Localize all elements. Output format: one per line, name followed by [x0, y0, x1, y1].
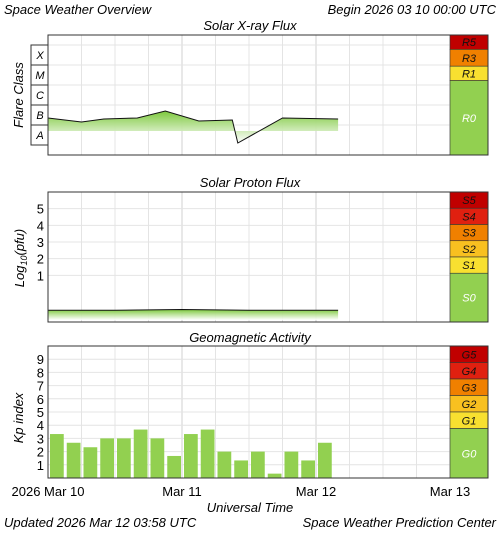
y-tick-label: 2	[37, 252, 44, 267]
updated-time: Updated 2026 Mar 12 03:58 UTC	[4, 515, 197, 530]
scale-level-label: R1	[462, 68, 476, 80]
x-axis-ticks: 2026 Mar 10 Mar 11 Mar 12 Mar 13	[12, 484, 471, 499]
y-tick-label: 7	[37, 379, 44, 394]
scale-level-label: G4	[462, 366, 477, 378]
kp-bar	[50, 434, 64, 478]
y-tick-label: 1	[37, 268, 44, 283]
kp-bar	[117, 438, 131, 478]
y-tick-label: 2	[37, 445, 44, 460]
x-tick-label: Mar 13	[430, 484, 470, 499]
scale-level-label: G3	[462, 382, 478, 394]
y-tick-label: 5	[37, 202, 44, 217]
flare-class-label: C	[36, 90, 44, 102]
flare-class-label: B	[36, 110, 43, 122]
y-tick-label: 3	[37, 235, 44, 250]
proton-ylabel: Log10(pfu)	[12, 229, 29, 287]
kp-bar	[301, 460, 315, 478]
plot-border	[47, 345, 489, 479]
kp-bar	[133, 429, 148, 478]
kp-bar	[251, 451, 265, 478]
scale-level-box	[449, 80, 489, 156]
proton-panel: 12 3 45 S5 S4 S3 S2 S1 S0	[37, 191, 489, 323]
kp-bar	[200, 429, 215, 478]
scale-level-box	[449, 272, 489, 323]
scale-level-label: S3	[462, 228, 476, 240]
proton-flux-fill	[48, 309, 339, 320]
flare-class-label: A	[35, 130, 43, 142]
y-tick-label: 1	[37, 458, 44, 473]
kp-bar	[150, 438, 165, 478]
y-tick-label: 9	[37, 352, 44, 367]
kp-bar	[284, 451, 299, 478]
scale-level-label: G0	[462, 448, 478, 460]
kp-bar	[184, 434, 198, 478]
plot-border	[47, 34, 489, 156]
begin-time: Begin 2026 03 10 00:00 UTC	[328, 2, 497, 17]
xray-ylabel: Flare Class	[11, 62, 26, 128]
geomag-title: Geomagnetic Activity	[189, 330, 312, 345]
plot-border	[47, 191, 489, 323]
scale-level-label: G2	[462, 399, 477, 411]
y-tick-label: 4	[37, 218, 44, 233]
flare-class-label: X	[35, 50, 44, 62]
scale-level-box	[449, 428, 489, 479]
center-name: Space Weather Prediction Center	[303, 515, 497, 530]
scale-level-label: S0	[462, 293, 476, 305]
scale-level-label: S5	[462, 195, 476, 207]
kp-bar	[217, 451, 232, 478]
kp-bar	[83, 447, 98, 478]
x-axis-label: Universal Time	[207, 500, 294, 515]
scale-level-label: S4	[462, 211, 475, 223]
kp-bar	[66, 442, 81, 478]
scale-level-label: S1	[462, 260, 475, 272]
y-tick-label: 5	[37, 405, 44, 420]
xray-flux-line	[47, 110, 339, 144]
proton-flux-line	[48, 308, 339, 311]
y-tick-label: 8	[37, 365, 44, 380]
x-tick-label: Mar 12	[296, 484, 336, 499]
kp-bar	[234, 460, 248, 478]
scale-level-label: S2	[462, 244, 475, 256]
y-tick-label: 4	[37, 418, 44, 433]
y-tick-label: 3	[37, 431, 44, 446]
scale-level-label: R3	[462, 53, 477, 65]
scale-level-label: R5	[462, 37, 477, 49]
xray-title: Solar X-ray Flux	[203, 18, 297, 33]
x-tick-label: 2026 Mar 10	[12, 484, 85, 499]
kp-bar	[267, 473, 282, 478]
scale-level-label: R0	[462, 113, 477, 125]
y-tick-label: 6	[37, 392, 44, 407]
kp-bar	[167, 455, 181, 478]
kp-bar	[100, 438, 114, 478]
scale-level-label: G1	[462, 415, 477, 427]
scale-level-label: G5	[462, 349, 478, 361]
page-title: Space Weather Overview	[4, 2, 153, 17]
proton-title: Solar Proton Flux	[200, 175, 301, 190]
geomag-ylabel: Kp index	[11, 392, 26, 443]
kp-bar	[318, 442, 332, 478]
xray-flux-fill	[48, 111, 339, 143]
flare-class-label: M	[35, 70, 45, 82]
x-tick-label: Mar 11	[162, 484, 202, 499]
